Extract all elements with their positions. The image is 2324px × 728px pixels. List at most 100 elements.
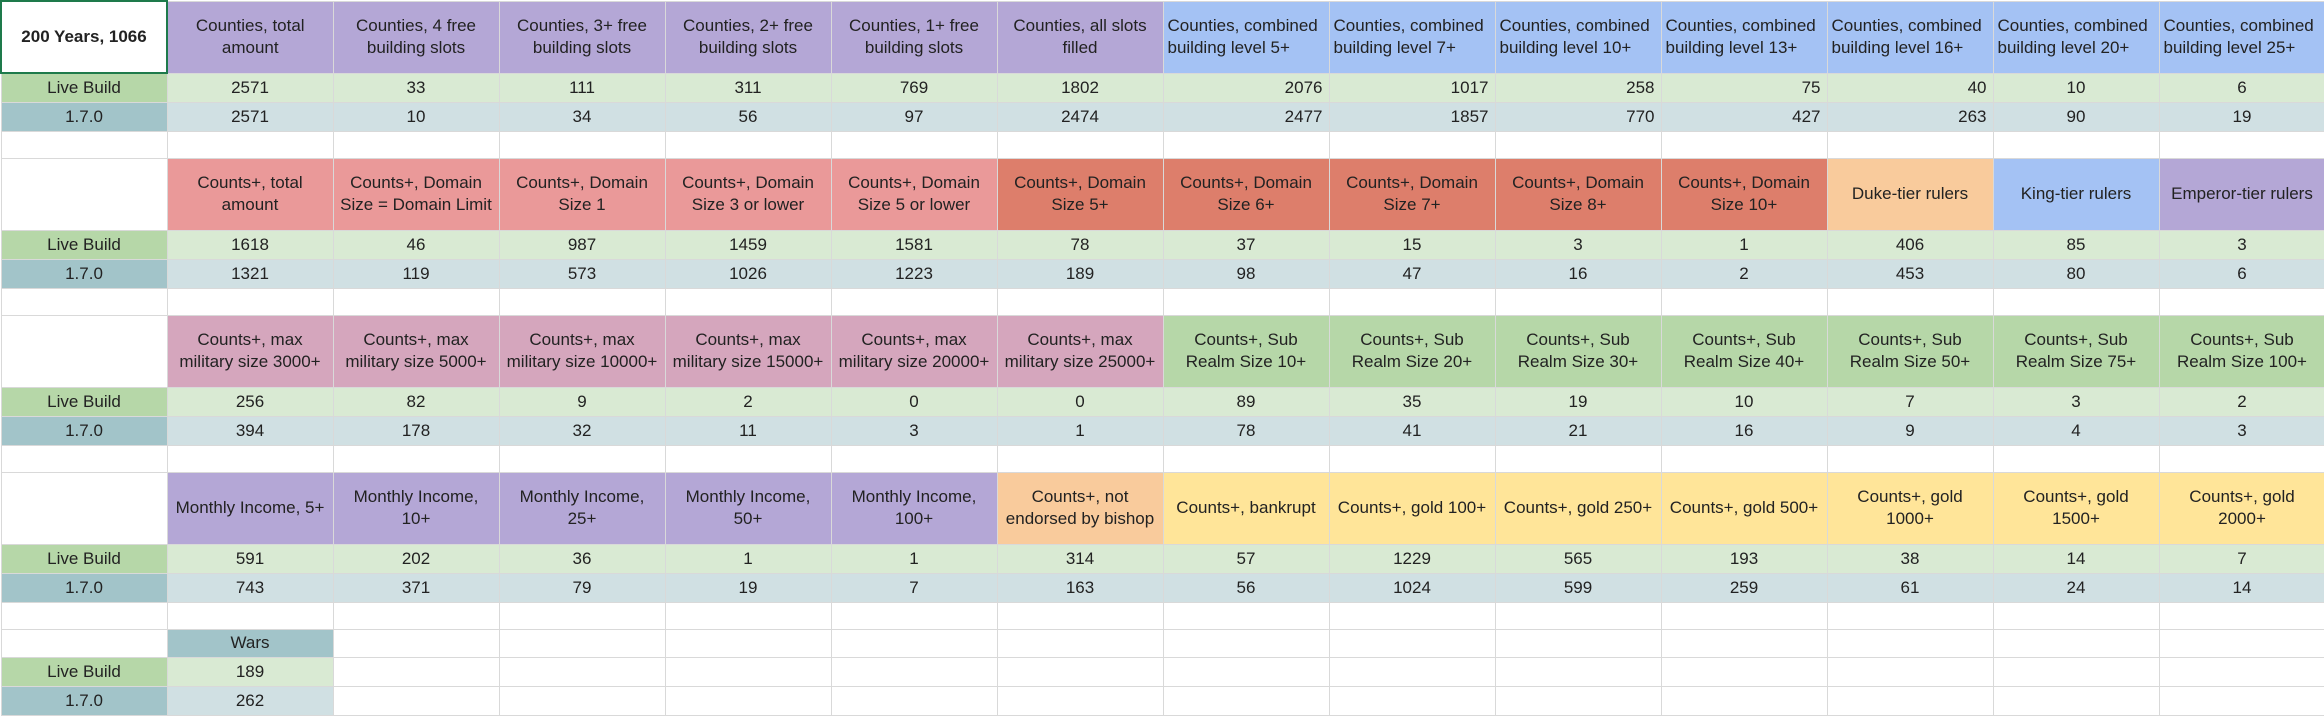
empty-cell[interactable] — [996, 444, 1164, 473]
column-header-cell[interactable]: Counties, combined building level 7+ — [1328, 0, 1496, 74]
empty-cell[interactable] — [332, 656, 500, 687]
data-cell[interactable]: 33 — [332, 72, 500, 103]
empty-cell[interactable] — [332, 130, 500, 159]
row-label-version[interactable]: 1.7.0 — [0, 572, 168, 603]
data-cell[interactable]: 7 — [830, 572, 998, 603]
data-cell[interactable]: 1026 — [664, 258, 832, 289]
column-header-cell[interactable]: Counts+, Sub Realm Size 40+ — [1660, 314, 1828, 388]
empty-cell[interactable] — [2158, 130, 2324, 159]
data-cell[interactable]: 47 — [1328, 258, 1496, 289]
data-cell[interactable]: 10 — [1992, 72, 2160, 103]
data-cell[interactable]: 202 — [332, 543, 500, 574]
data-cell[interactable]: 371 — [332, 572, 500, 603]
column-header-cell[interactable]: Monthly Income, 100+ — [830, 471, 998, 545]
column-header-cell[interactable]: Counties, 3+ free building slots — [498, 0, 666, 74]
data-cell[interactable]: 75 — [1660, 72, 1828, 103]
data-cell[interactable]: 1 — [830, 543, 998, 574]
empty-cell[interactable] — [332, 287, 500, 316]
data-cell[interactable]: 19 — [664, 572, 832, 603]
data-cell[interactable]: 189 — [166, 656, 334, 687]
data-cell[interactable]: 3 — [830, 415, 998, 446]
data-cell[interactable]: 599 — [1494, 572, 1662, 603]
data-cell[interactable]: 1459 — [664, 229, 832, 260]
empty-cell[interactable] — [0, 287, 168, 316]
empty-cell[interactable] — [1826, 444, 1994, 473]
column-header-cell[interactable]: Counts+, Sub Realm Size 50+ — [1826, 314, 1994, 388]
data-cell[interactable]: 80 — [1992, 258, 2160, 289]
column-header-cell[interactable]: Monthly Income, 10+ — [332, 471, 500, 545]
data-cell[interactable]: 61 — [1826, 572, 1994, 603]
empty-cell[interactable] — [1494, 444, 1662, 473]
empty-cell[interactable] — [498, 656, 666, 687]
data-cell[interactable]: 163 — [996, 572, 1164, 603]
data-cell[interactable]: 1 — [1660, 229, 1828, 260]
data-cell[interactable]: 38 — [1826, 543, 1994, 574]
data-cell[interactable]: 40 — [1826, 72, 1994, 103]
data-cell[interactable]: 46 — [332, 229, 500, 260]
empty-cell[interactable] — [166, 130, 334, 159]
data-cell[interactable]: 36 — [498, 543, 666, 574]
empty-cell[interactable] — [1494, 656, 1662, 687]
empty-cell[interactable] — [332, 444, 500, 473]
empty-cell[interactable] — [1826, 685, 1994, 716]
empty-cell[interactable] — [996, 130, 1164, 159]
data-cell[interactable]: 35 — [1328, 386, 1496, 417]
data-cell[interactable]: 769 — [830, 72, 998, 103]
data-cell[interactable]: 15 — [1328, 229, 1496, 260]
empty-cell[interactable] — [1826, 628, 1994, 658]
empty-cell[interactable] — [830, 287, 998, 316]
data-cell[interactable]: 7 — [1826, 386, 1994, 417]
column-header-cell[interactable]: Counts+, Domain Size 5 or lower — [830, 157, 998, 231]
column-header-cell[interactable]: Counts+, Sub Realm Size 10+ — [1162, 314, 1330, 388]
column-header-cell[interactable]: Counts+, max military size 15000+ — [664, 314, 832, 388]
data-cell[interactable]: 11 — [664, 415, 832, 446]
data-cell[interactable]: 256 — [166, 386, 334, 417]
empty-cell[interactable] — [2158, 685, 2324, 716]
empty-cell[interactable] — [1494, 130, 1662, 159]
data-cell[interactable]: 2 — [664, 386, 832, 417]
empty-cell[interactable] — [1328, 130, 1496, 159]
empty-cell[interactable] — [996, 656, 1164, 687]
empty-cell[interactable] — [0, 130, 168, 159]
data-cell[interactable]: 3 — [2158, 415, 2324, 446]
empty-cell[interactable] — [0, 601, 168, 630]
empty-cell[interactable] — [1660, 685, 1828, 716]
column-header-cell[interactable]: Counties, combined building level 20+ — [1992, 0, 2160, 74]
row-label-version[interactable]: 1.7.0 — [0, 685, 168, 716]
column-header-cell[interactable]: Counts+, total amount — [166, 157, 334, 231]
data-cell[interactable]: 1618 — [166, 229, 334, 260]
empty-cell[interactable] — [664, 130, 832, 159]
column-header-cell[interactable]: Counts+, Domain Size 8+ — [1494, 157, 1662, 231]
empty-cell[interactable] — [1162, 656, 1330, 687]
empty-cell[interactable] — [0, 628, 168, 658]
data-cell[interactable]: 1857 — [1328, 101, 1496, 132]
column-header-cell[interactable]: Counts+, max military size 25000+ — [996, 314, 1164, 388]
data-cell[interactable]: 9 — [498, 386, 666, 417]
data-cell[interactable]: 2571 — [166, 72, 334, 103]
data-cell[interactable]: 19 — [1494, 386, 1662, 417]
row-label-version[interactable]: 1.7.0 — [0, 101, 168, 132]
data-cell[interactable]: 79 — [498, 572, 666, 603]
data-cell[interactable]: 1 — [664, 543, 832, 574]
data-cell[interactable]: 262 — [166, 685, 334, 716]
data-cell[interactable]: 427 — [1660, 101, 1828, 132]
column-header-cell[interactable]: Counts+, Domain Size 10+ — [1660, 157, 1828, 231]
data-cell[interactable]: 4 — [1992, 415, 2160, 446]
data-cell[interactable]: 2474 — [996, 101, 1164, 132]
data-cell[interactable]: 1581 — [830, 229, 998, 260]
data-cell[interactable]: 3 — [2158, 229, 2324, 260]
column-header-cell[interactable]: Counties, 1+ free building slots — [830, 0, 998, 74]
column-header-cell[interactable]: Counts+, Sub Realm Size 75+ — [1992, 314, 2160, 388]
data-cell[interactable]: 1 — [996, 415, 1164, 446]
empty-cell[interactable] — [498, 628, 666, 658]
row-label-version[interactable]: 1.7.0 — [0, 258, 168, 289]
data-cell[interactable]: 743 — [166, 572, 334, 603]
empty-cell[interactable] — [1826, 287, 1994, 316]
data-cell[interactable]: 90 — [1992, 101, 2160, 132]
data-cell[interactable]: 2 — [1660, 258, 1828, 289]
data-cell[interactable]: 987 — [498, 229, 666, 260]
data-cell[interactable]: 57 — [1162, 543, 1330, 574]
column-header-cell[interactable]: Counts+, Domain Size 6+ — [1162, 157, 1330, 231]
sheet-title-cell[interactable]: 200 Years, 1066 — [0, 0, 168, 74]
data-cell[interactable]: 193 — [1660, 543, 1828, 574]
